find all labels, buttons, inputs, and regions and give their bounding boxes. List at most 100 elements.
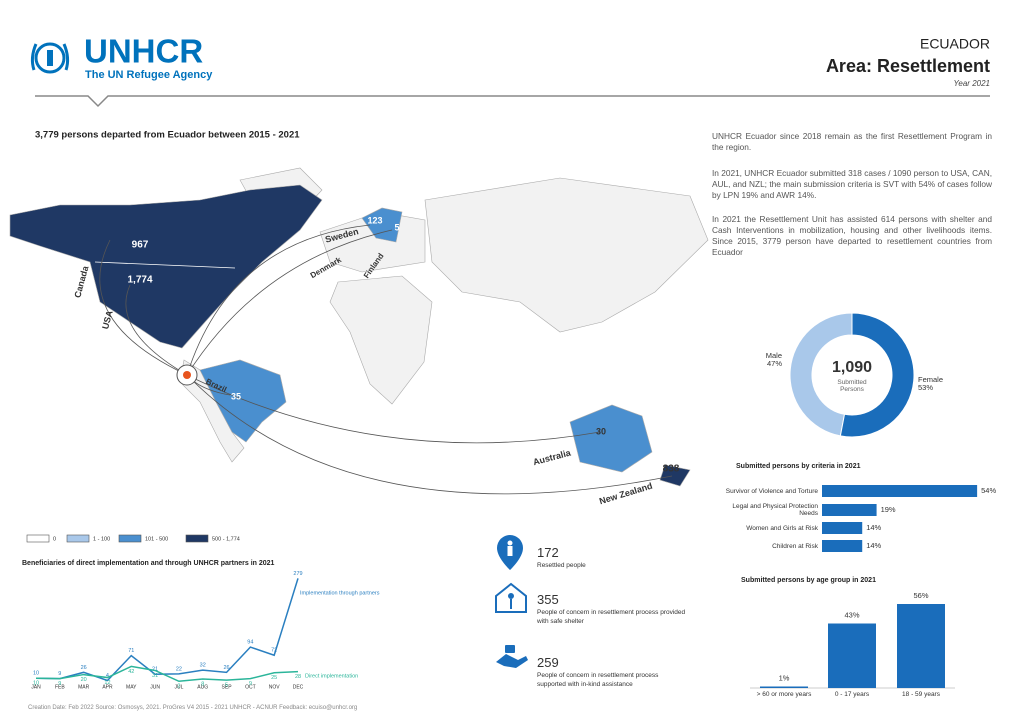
logo-tagline: The UN Refugee Agency	[85, 69, 213, 81]
map-label: 30	[596, 426, 606, 436]
logo: UNHCR	[84, 33, 203, 70]
point-label: 21	[152, 667, 158, 673]
chart-title: Submitted persons by age group in 2021	[741, 577, 876, 584]
stat-label: People of concern in resettlement proces…	[537, 672, 659, 688]
x-tick-label: AUG	[197, 684, 208, 690]
bar-category: Women and Girls at Risk	[746, 524, 818, 532]
x-tick-label: FEB	[55, 684, 65, 690]
x-tick-label: JAN	[31, 684, 41, 690]
bar	[828, 623, 876, 688]
map-label: 967	[132, 240, 149, 251]
donut-center-label: Submitted Persons	[837, 379, 867, 393]
point-label: 42	[128, 669, 134, 675]
bar	[822, 522, 863, 534]
legend-label: 0	[53, 536, 56, 542]
point-label: 4	[106, 673, 109, 679]
line	[35, 578, 299, 682]
x-tick-label: NOV	[269, 684, 281, 690]
point-label: 22	[176, 666, 182, 672]
bar-value-label: 19%	[881, 505, 896, 514]
legend-swatch	[66, 534, 90, 543]
series-name: Implementation through partners	[300, 590, 380, 596]
donut-category: Female	[918, 375, 943, 384]
map-label: 1,774	[127, 275, 152, 286]
point-label: 10	[33, 671, 39, 677]
line	[35, 665, 299, 683]
stat-label: People of concern in resettlement proces…	[537, 609, 686, 625]
point-label: 26	[81, 665, 87, 671]
point-label: 71	[128, 648, 134, 654]
point-label: 8	[201, 681, 204, 687]
map-title: 3,779 persons departed from Ecuador betw…	[35, 130, 300, 141]
x-tick-label: JUL	[174, 684, 183, 690]
legend-label: 1 - 100	[93, 536, 110, 542]
paragraph: UNHCR Ecuador since 2018 remain as the f…	[712, 131, 992, 152]
point-label: 9	[58, 671, 61, 677]
bar	[760, 686, 808, 688]
point-label: 10	[33, 681, 39, 687]
year: Year 2021	[954, 79, 990, 88]
stat-icon	[495, 582, 527, 613]
bar	[822, 540, 863, 552]
point-label: 32	[200, 663, 206, 669]
stat-label: Resettled people	[537, 562, 586, 569]
bar-value-label: 1%	[779, 673, 790, 682]
donut-value-label: 47%	[767, 359, 782, 368]
legend-label: 101 - 500	[145, 536, 168, 542]
paragraph: In 2021, UNHCR Ecuador submitted 318 cas…	[712, 168, 992, 200]
point-label: 94	[247, 640, 253, 646]
map-label: Denmark	[309, 255, 344, 280]
stat-value: 355	[537, 592, 559, 607]
bar-category: Legal and Physical Protection Needs	[732, 503, 818, 517]
map-label: USA	[100, 309, 115, 330]
point-label: 2	[177, 684, 180, 690]
header-rule	[35, 95, 990, 108]
bar-category: 18 - 59 years	[902, 691, 940, 698]
bar	[822, 504, 877, 516]
map-label: 123	[367, 215, 382, 225]
chart-title: Submitted persons by criteria in 2021	[736, 463, 861, 470]
ecuador-dot	[183, 371, 191, 379]
donut-value-label: 53%	[918, 383, 933, 392]
x-tick-label: APR	[102, 684, 113, 690]
bar	[897, 604, 945, 688]
point-label: 9	[249, 681, 252, 687]
donut-segment	[789, 312, 853, 437]
point-label: 26	[223, 665, 229, 671]
map-label: 35	[231, 391, 241, 401]
map-label: Australia	[532, 447, 573, 467]
bar-category: 0 - 17 years	[834, 691, 870, 698]
bar-value-label: 14%	[866, 541, 881, 550]
legend-label: 500 - 1,774	[212, 536, 240, 542]
bar	[822, 485, 978, 497]
legend-swatch	[185, 534, 209, 543]
map-label: 838	[663, 464, 680, 475]
paragraph: In 2021 the Resettlement Unit has assist…	[712, 214, 992, 257]
x-tick-label: DEC	[293, 684, 304, 690]
legend-swatch	[26, 534, 50, 543]
country: ECUADOR	[920, 36, 990, 52]
point-label: 279	[293, 571, 302, 577]
bar-value-label: 56%	[913, 591, 928, 600]
stat-icon	[497, 535, 523, 570]
stat-value: 172	[537, 545, 559, 560]
legend-swatch	[118, 534, 142, 543]
chart-title: Beneficiaries of direct implementation a…	[22, 560, 275, 567]
bar-value-label: 43%	[844, 610, 859, 619]
point-label: 20	[81, 677, 87, 683]
bar-category: Survivor of Violence and Torture	[725, 487, 818, 495]
point-label: 72	[271, 648, 277, 654]
map-label: 5	[394, 222, 399, 232]
donut-category: Male	[766, 351, 782, 360]
donut-segment	[839, 312, 915, 438]
x-tick-label: MAY	[126, 684, 137, 690]
bar-category: Children at Risk	[772, 542, 818, 550]
world-map	[9, 167, 709, 487]
flow-arcs	[99, 224, 673, 495]
stat-value: 259	[537, 655, 559, 670]
point-label: 5	[225, 683, 228, 689]
page-title: Area: Resettlement	[826, 56, 990, 76]
x-tick-label: SEP	[222, 684, 233, 690]
